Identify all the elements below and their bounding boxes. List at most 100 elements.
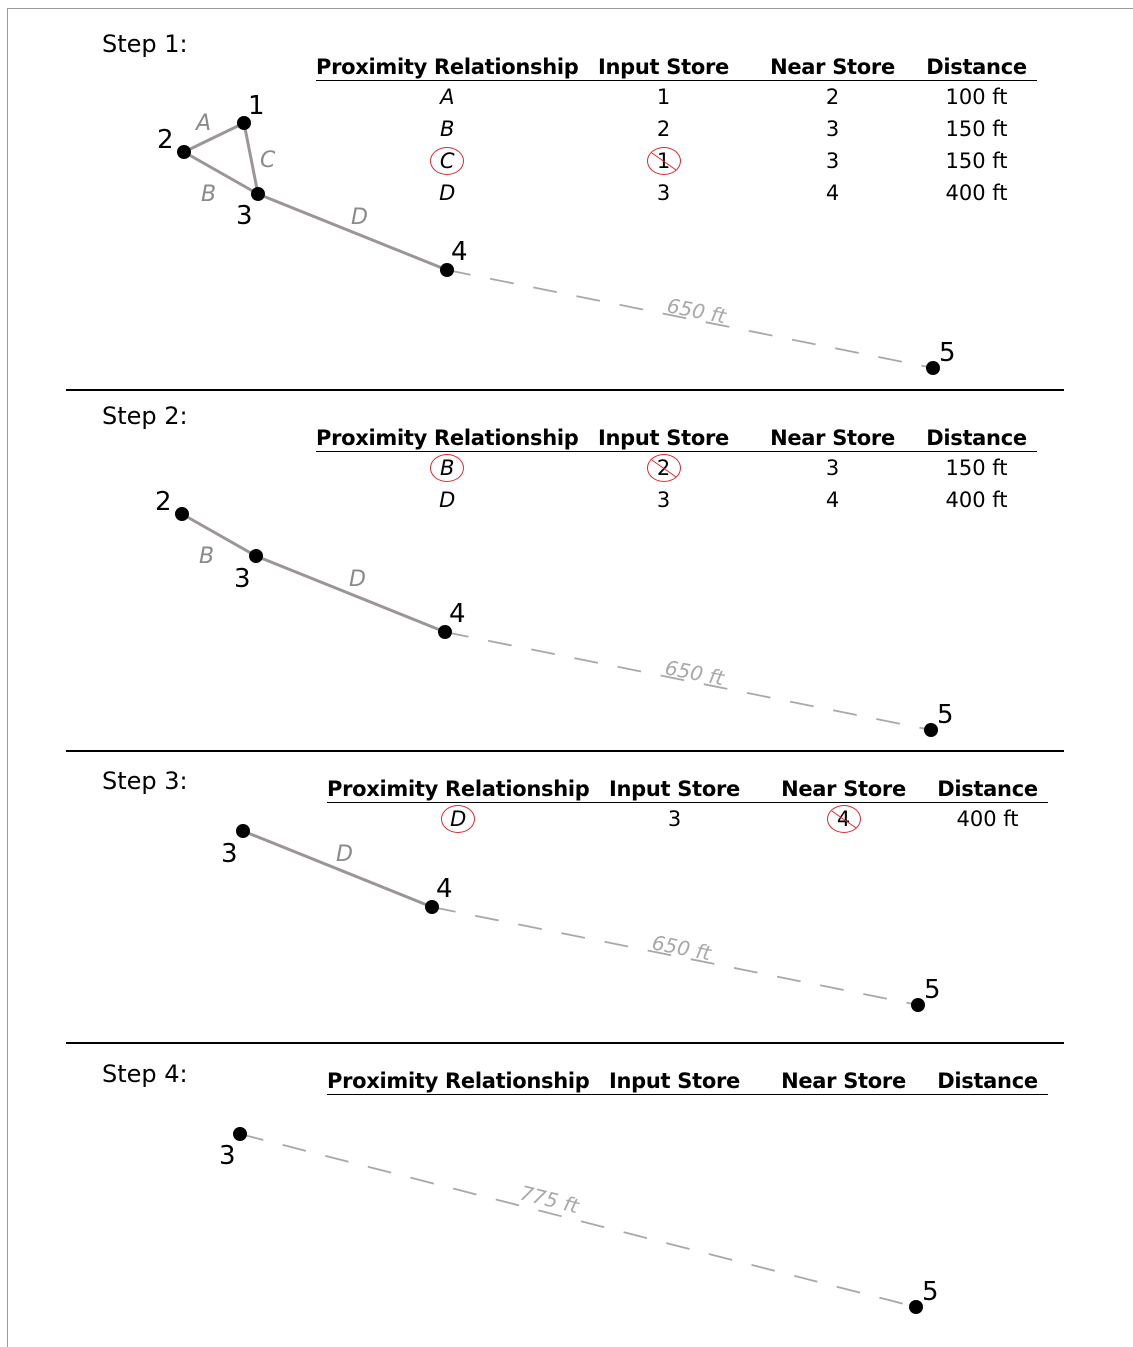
input-store-cell: 3 — [656, 181, 671, 205]
near-store-cell: 3 — [825, 117, 840, 141]
edge-a — [183, 121, 245, 154]
store-label-2: 2 — [155, 487, 172, 517]
col-header-near-store: Near Store — [770, 426, 895, 450]
col-header-input-store: Input Store — [609, 777, 741, 801]
distance-cell: 150 ft — [945, 456, 1008, 480]
edge-label-b: B — [199, 544, 214, 569]
store-node-1 — [237, 116, 251, 130]
input-store-cell: 1 — [656, 85, 671, 109]
step-1-table: Proximity Relationship Input Store Near … — [316, 55, 1037, 209]
section-divider — [66, 750, 1064, 752]
edge-c — [242, 122, 260, 195]
edge-label-d: D — [351, 205, 368, 230]
input-store-cell: 3 — [656, 488, 671, 512]
section-divider — [66, 1042, 1064, 1044]
near-store-cell: 3 — [825, 149, 840, 173]
store-node-3 — [249, 549, 263, 563]
input-store-cell-struck: 1 — [646, 145, 681, 177]
input-store-cell-struck: 2 — [646, 452, 681, 484]
step-3-title: Step 3: — [102, 767, 188, 795]
relationship-cell-circled: D — [441, 803, 476, 835]
distance-cell: 400 ft — [945, 181, 1008, 205]
col-header-near-store: Near Store — [781, 777, 906, 801]
near-store-cell: 3 — [825, 456, 840, 480]
col-header-relationship: Proximity Relationship — [316, 426, 579, 450]
store-label-5: 5 — [939, 338, 956, 368]
col-header-distance: Distance — [926, 426, 1027, 450]
distance-cell: 400 ft — [956, 807, 1019, 831]
relationship-cell: D — [439, 488, 456, 512]
store-label-2: 2 — [157, 125, 174, 155]
near-store-cell: 4 — [825, 181, 840, 205]
edge-label-b: B — [201, 182, 216, 207]
step-3-table: Proximity Relationship Input Store Near … — [327, 777, 1048, 835]
table-row: D 3 4 400 ft — [316, 484, 1037, 516]
store-node-2 — [177, 145, 191, 159]
dashed-connection — [431, 906, 919, 1006]
edge-label-d: D — [336, 842, 353, 867]
edge-label-a: A — [194, 111, 211, 136]
store-label-1: 1 — [248, 91, 265, 121]
store-node-4 — [425, 900, 439, 914]
store-label-5: 5 — [924, 975, 941, 1005]
store-label-4: 4 — [451, 237, 468, 267]
step-4-table: Proximity Relationship Input Store Near … — [327, 1069, 1048, 1095]
col-header-distance: Distance — [926, 55, 1027, 79]
table-row: D 3 4 400 ft — [316, 177, 1037, 209]
store-label-3: 3 — [221, 839, 238, 869]
edge-d — [242, 829, 433, 909]
near-store-cell: 4 — [825, 488, 840, 512]
dashed-connection — [446, 269, 934, 369]
relationship-cell: A — [440, 85, 455, 109]
col-header-near-store: Near Store — [770, 55, 895, 79]
edge-label-d: D — [349, 567, 366, 592]
section-divider — [66, 389, 1064, 391]
col-header-relationship: Proximity Relationship — [316, 55, 579, 79]
store-label-5: 5 — [922, 1277, 939, 1307]
store-label-3: 3 — [236, 201, 253, 231]
dashed-connection — [444, 631, 932, 731]
edge-b — [181, 512, 257, 558]
store-label-3: 3 — [219, 1141, 236, 1171]
near-store-cell: 2 — [825, 85, 840, 109]
input-store-cell: 3 — [667, 807, 682, 831]
store-label-4: 4 — [449, 599, 466, 629]
table-row: A 1 2 100 ft — [316, 81, 1037, 114]
relationship-cell-circled: B — [430, 452, 465, 484]
distance-cell: 150 ft — [945, 149, 1008, 173]
store-node-5 — [924, 723, 938, 737]
store-label-5: 5 — [937, 700, 954, 730]
col-header-relationship: Proximity Relationship — [327, 1069, 590, 1093]
table-row: C 1 3 150 ft — [316, 145, 1037, 177]
store-node-5 — [911, 998, 925, 1012]
col-header-relationship: Proximity Relationship — [327, 777, 590, 801]
col-header-distance: Distance — [937, 777, 1038, 801]
store-node-3 — [251, 187, 265, 201]
table-row: D 3 4 400 ft — [327, 803, 1048, 836]
col-header-input-store: Input Store — [598, 55, 730, 79]
distance-cell: 150 ft — [945, 117, 1008, 141]
store-node-4 — [440, 263, 454, 277]
store-node-4 — [438, 625, 452, 639]
edge-b — [183, 150, 259, 196]
distance-cell: 400 ft — [945, 488, 1008, 512]
store-node-2 — [175, 507, 189, 521]
dashed-connection — [239, 1133, 917, 1308]
relationship-cell-circled: C — [430, 145, 465, 177]
edge-d — [257, 192, 448, 272]
step-4-title: Step 4: — [102, 1060, 188, 1088]
step-2-table: Proximity Relationship Input Store Near … — [316, 426, 1037, 516]
store-node-3 — [236, 824, 250, 838]
relationship-cell: D — [439, 181, 456, 205]
step-2-title: Step 2: — [102, 402, 188, 430]
edge-label-c: C — [260, 148, 276, 173]
table-row: B 2 3 150 ft — [316, 113, 1037, 145]
store-label-4: 4 — [436, 874, 453, 904]
store-node-5 — [926, 361, 940, 375]
edge-d — [255, 554, 446, 634]
store-label-3: 3 — [234, 564, 251, 594]
